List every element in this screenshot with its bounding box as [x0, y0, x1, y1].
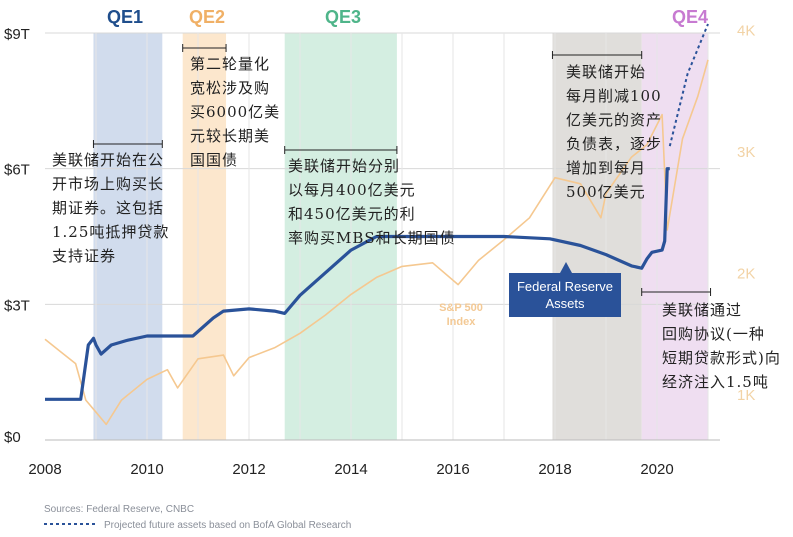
- band-taper: [552, 33, 642, 440]
- annotation-line: 期证券。这包括: [52, 199, 165, 217]
- x-tick-label: 2010: [130, 461, 163, 478]
- x-tick-label: 2016: [436, 461, 469, 478]
- sources-note: Sources: Federal Reserve, CNBC: [44, 504, 195, 515]
- annotation-line: 率购买MBS和长期国债: [288, 229, 456, 247]
- sp500-label: Index: [447, 316, 477, 328]
- x-tick-label: 2014: [334, 461, 367, 478]
- annotation-line: 买6000亿美: [190, 103, 281, 121]
- y-left-tick-label: $9T: [4, 26, 30, 43]
- label-qe4: QE4: [672, 7, 708, 27]
- annotation-line: 开市场上购买长: [52, 175, 165, 193]
- projected-legend-label: Projected future assets based on BofA Gl…: [104, 520, 351, 531]
- annotation-line: 美联储开始分别: [288, 157, 401, 175]
- x-tick-label: 2018: [538, 461, 571, 478]
- y-right-tick-label: 1K: [737, 387, 755, 404]
- sp500-line: [44, 59, 709, 426]
- y-right-tick-label: 2K: [737, 266, 755, 283]
- annotation-line: 亿美元的资产: [566, 111, 663, 129]
- annotation-line: 经济注入1.5吨: [662, 373, 769, 391]
- bracket-qe2: [182, 44, 227, 52]
- annotation-taper: 美联储开始 每月削减100 亿美元的资产 负债表，逐步 增加到每月 500亿美元: [566, 60, 686, 204]
- bracket-qe1: [92, 140, 163, 148]
- annotation-brackets: [92, 44, 712, 296]
- annotation-qe2: 第二轮量化 宽松涉及购 买6000亿美 元较长期美 国国债: [190, 52, 300, 172]
- fed-assets-callout: Federal Reserve Assets: [509, 262, 621, 317]
- annotation-line: 第二轮量化: [190, 55, 271, 73]
- bracket-qe4: [641, 288, 712, 296]
- x-tick-label: 2020: [640, 461, 673, 478]
- y-left-tick-label: $3T: [4, 297, 30, 314]
- label-qe3: QE3: [325, 7, 361, 27]
- callout-pointer: [560, 262, 572, 273]
- annotation-qe3: 美联储开始分别 以每月400亿美元 和450亿美元的利 率购买MBS和长期国债: [288, 154, 468, 250]
- bracket-taper: [551, 51, 643, 59]
- annotation-line: 负债表，逐步: [566, 135, 663, 153]
- callout-label: Assets: [545, 296, 585, 311]
- callout-box: [509, 273, 621, 317]
- y-right-tick-label: 4K: [737, 23, 755, 40]
- x-tick-label: 2012: [232, 461, 265, 478]
- annotation-line: 以每月400亿美元: [288, 181, 416, 199]
- annotation-line: 每月削减100: [566, 87, 662, 105]
- y-left-tick-label: $0: [4, 429, 21, 446]
- footer-legend: Projected future assets based on BofA Gl…: [44, 520, 351, 531]
- x-tick-label: 2008: [28, 461, 61, 478]
- callout-label: Federal Reserve: [517, 279, 613, 294]
- annotation-line: 回购协议(一种: [662, 325, 765, 343]
- y-left-tick-label: $6T: [4, 162, 30, 179]
- annotation-line: 短期贷款形式)向: [662, 349, 781, 367]
- band-qe1: [93, 33, 163, 440]
- label-qe1: QE1: [107, 7, 143, 27]
- annotation-line: 元较长期美: [190, 127, 271, 145]
- y-right-tick-label: 3K: [737, 144, 755, 161]
- sp500-label: S&P 500: [439, 302, 483, 314]
- projected-assets-line: [668, 23, 709, 147]
- band-qe2: [182, 33, 227, 440]
- bracket-qe3: [284, 146, 398, 154]
- chart-labels: QE1 QE2 QE3 QE4 Federal Reserve Assets S&P 500…: [107, 7, 708, 328]
- axis-labels: 2008 2010 2012 2014 2016 2018 2020 $0 $3T $6T $9T 1…: [4, 23, 755, 479]
- annotation-line: 美联储开始在公: [52, 151, 165, 169]
- annotation-line: 增加到每月: [566, 159, 647, 177]
- annotation-line: 1.25吨抵押贷款: [52, 223, 170, 241]
- label-qe2: QE2: [189, 7, 225, 27]
- annotation-line: 500亿美元: [566, 183, 646, 201]
- series-lines: [44, 23, 709, 426]
- annotation-line: 宽松涉及购: [190, 79, 271, 97]
- annotation-line: 国国债: [190, 151, 239, 169]
- annotation-line: 和450亿美元的利: [288, 205, 416, 223]
- annotation-qe4: 美联储通过 回购协议(一种 短期贷款形式)向 经济注入1.5吨: [662, 298, 790, 394]
- fed-assets-line: [45, 167, 670, 401]
- annotation-line: 支持证券: [52, 247, 117, 265]
- annotation-line: 美联储开始: [566, 63, 647, 81]
- annotation-line: 美联储通过: [662, 301, 743, 319]
- annotation-qe1: 美联储开始在公 开市场上购买长 期证券。这包括 1.25吨抵押贷款 支持证券: [52, 148, 202, 268]
